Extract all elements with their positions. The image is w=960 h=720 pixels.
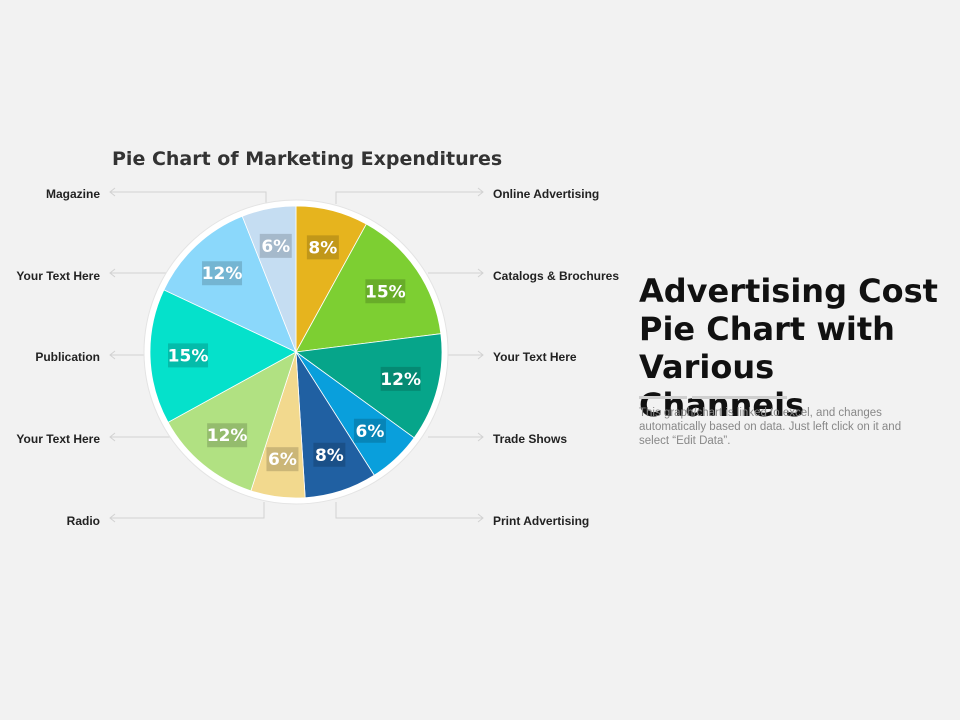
legend-label: Online Advertising <box>493 187 599 201</box>
legend-label: Publication <box>35 350 100 364</box>
slice-value-box <box>313 442 346 467</box>
slice-value-box <box>168 343 209 368</box>
callout-arrow <box>477 187 484 197</box>
callout-line <box>335 191 483 204</box>
pie-slice <box>167 351 297 492</box>
slice-value-label: 12% <box>380 370 421 390</box>
slice-value-box <box>306 235 339 260</box>
callout-line <box>335 502 483 519</box>
slice-value-box <box>202 261 243 286</box>
pie-slice <box>295 223 442 353</box>
side-panel-description: This graph/chart is linked to excel, and… <box>639 407 902 447</box>
slice-value-box <box>380 366 421 391</box>
callout-line <box>110 502 265 519</box>
legend-label: Radio <box>67 514 100 528</box>
slice-value-box <box>353 418 386 443</box>
slice-value-label: 15% <box>168 346 209 366</box>
legend-label: Magazine <box>46 187 100 201</box>
legend-right: Online Advertising Catalogs & Brochures Yo… <box>493 187 619 528</box>
callout-arrow <box>477 432 484 442</box>
side-panel-title: Advertising Cost Pie Chart with Various … <box>639 272 938 424</box>
callout-arrow <box>109 432 116 442</box>
legend-label: Catalogs & Brochures <box>493 269 619 283</box>
slice-value-label: 6% <box>268 450 297 470</box>
chart-title: Pie Chart of Marketing Expenditures <box>112 148 503 170</box>
slice-value-label: 6% <box>356 422 385 442</box>
legend-label: Your Text Here <box>16 432 100 446</box>
legend-label: Your Text Here <box>16 269 100 283</box>
slice-value-label: 6% <box>261 237 290 257</box>
callout-arrow <box>109 187 116 197</box>
side-divider-long <box>692 396 787 399</box>
callout-arrow <box>109 513 116 523</box>
callout-arrow <box>477 513 484 523</box>
side-divider-short <box>639 396 687 399</box>
slice-value-label: 8% <box>315 446 344 466</box>
legend-label: Trade Shows <box>493 432 567 446</box>
legend-label: Print Advertising <box>493 514 589 528</box>
legend-left: Magazine Your Text Here Publication Your Te… <box>16 187 100 528</box>
slice-value-box <box>207 423 248 448</box>
pie-slice <box>163 215 297 353</box>
callout-line <box>110 191 267 204</box>
pie-slice <box>149 289 297 423</box>
slice-value-label: 12% <box>202 264 243 284</box>
slice-value-box <box>365 279 406 304</box>
legend-label: Your Text Here <box>493 350 577 364</box>
callout-arrow <box>477 268 484 278</box>
pie-slice <box>294 333 443 439</box>
callout-lines <box>109 187 484 523</box>
slice-value-box <box>266 447 299 472</box>
slice-value-label: 15% <box>365 282 406 302</box>
callout-arrow <box>109 350 116 360</box>
slice-value-label: 8% <box>308 238 337 258</box>
pie-slices <box>149 205 443 499</box>
slice-value-label: 12% <box>207 426 248 446</box>
callout-arrow <box>109 268 116 278</box>
slice-value-box <box>259 233 292 258</box>
slice-value-labels: 8% 15% 12% 6% 8% 6% 12% 15% 12% 6% <box>168 233 421 472</box>
pie-slice <box>241 205 297 353</box>
callout-arrow <box>477 350 484 360</box>
